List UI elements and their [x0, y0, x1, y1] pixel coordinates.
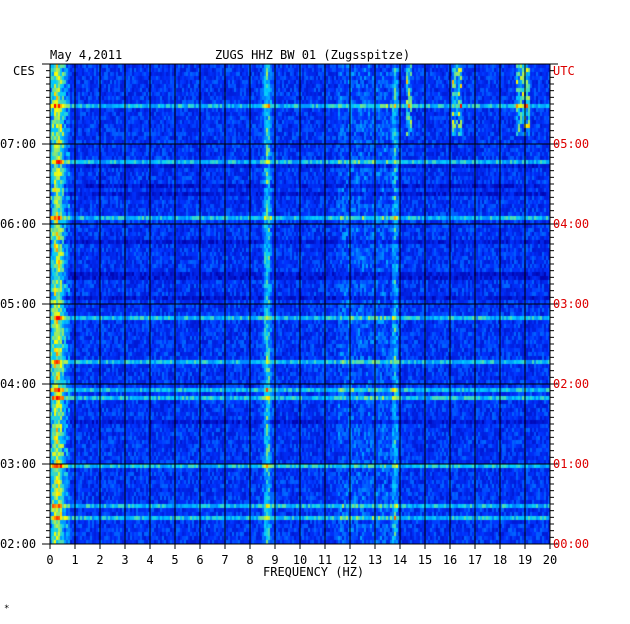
left-axis-label: CES [13, 64, 35, 78]
x-tick-label: 10 [293, 553, 307, 567]
x-tick-label: 11 [318, 553, 332, 567]
left-time-label: 07:00 [0, 137, 36, 151]
x-tick-label: 13 [368, 553, 382, 567]
right-time-label: 00:00 [553, 537, 589, 551]
x-tick-label: 3 [121, 553, 128, 567]
left-time-label: 05:00 [0, 297, 36, 311]
x-tick-label: 6 [196, 553, 203, 567]
x-tick-label: 20 [543, 553, 557, 567]
x-tick-label: 18 [493, 553, 507, 567]
x-tick-label: 14 [393, 553, 407, 567]
right-axis-label: UTC [553, 64, 575, 78]
x-tick-label: 5 [171, 553, 178, 567]
chart-title: ZUGS HHZ BW 01 (Zugsspitze) [215, 48, 410, 62]
left-time-axis: 07:00 06:00 05:00 04:00 03:00 02:00 [0, 137, 36, 551]
x-axis: 0 1 2 3 4 5 6 7 8 9 10 11 12 13 14 15 16 17 18 19 20 [46, 544, 557, 567]
right-time-axis: 05:00 04:00 03:00 02:00 01:00 00:00 [553, 137, 589, 551]
x-tick-label: 9 [271, 553, 278, 567]
chart-date: May 4,2011 [50, 48, 122, 62]
x-tick-label: 8 [246, 553, 253, 567]
x-tick-label: 2 [96, 553, 103, 567]
x-tick-label: 17 [468, 553, 482, 567]
minor-ticks [42, 63, 558, 545]
x-tick-label: 16 [443, 553, 457, 567]
x-axis-title: FREQUENCY (HZ) [263, 565, 364, 579]
right-time-label: 05:00 [553, 137, 589, 151]
right-time-label: 03:00 [553, 297, 589, 311]
right-time-label: 04:00 [553, 217, 589, 231]
left-time-label: 06:00 [0, 217, 36, 231]
left-time-label: 04:00 [0, 377, 36, 391]
x-tick-label: 4 [146, 553, 153, 567]
x-tick-label: 15 [418, 553, 432, 567]
right-time-label: 01:00 [553, 457, 589, 471]
left-time-label: 02:00 [0, 537, 36, 551]
grid-lines [50, 64, 550, 544]
corner-mark: * [4, 604, 10, 614]
right-time-label: 02:00 [553, 377, 589, 391]
x-tick-label: 1 [71, 553, 78, 567]
x-tick-label: 12 [343, 553, 357, 567]
x-tick-label: 0 [46, 553, 53, 567]
x-tick-label: 7 [221, 553, 228, 567]
x-tick-label: 19 [518, 553, 532, 567]
left-time-label: 03:00 [0, 457, 36, 471]
